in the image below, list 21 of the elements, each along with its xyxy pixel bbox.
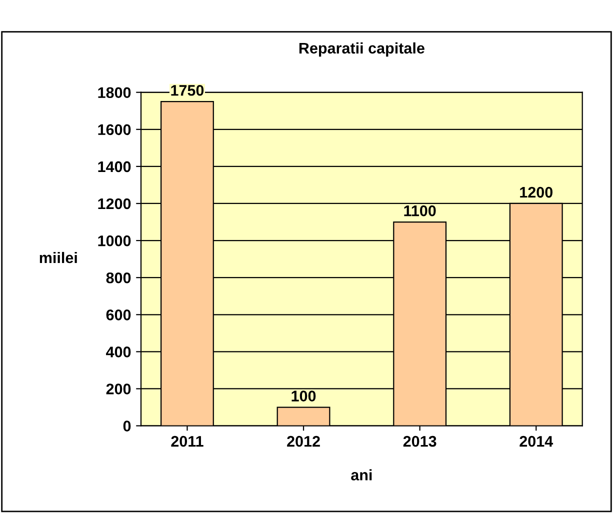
y-tick-label: 1400 xyxy=(98,161,131,172)
y-tick-label: 1200 xyxy=(98,198,131,210)
y-tick-label: 400 xyxy=(106,346,131,358)
y-tick-label: 800 xyxy=(106,272,131,284)
data-label: 100 xyxy=(292,390,316,402)
y-tick-label: 1800 xyxy=(98,87,131,98)
y-tick-label: 600 xyxy=(106,310,131,320)
x-tick-label: 2011 xyxy=(171,436,204,447)
x-axis-title: ani xyxy=(351,469,372,480)
data-label: 1750 xyxy=(171,84,204,96)
y-tick-label: 200 xyxy=(106,384,131,394)
data-label: 1100 xyxy=(404,205,436,216)
x-tick-label: 2012 xyxy=(287,436,320,447)
y-axis-title: miilei xyxy=(40,252,77,264)
y-tick-label: 1600 xyxy=(98,124,131,136)
x-tick-label: 2013 xyxy=(403,436,436,447)
data-label: 1200 xyxy=(520,186,552,198)
y-tick-label: 0 xyxy=(123,420,131,432)
x-tick-label: 2014 xyxy=(520,436,554,447)
chart-title: Reparatii capitale xyxy=(299,42,424,57)
y-tick-label: 1000 xyxy=(98,235,131,246)
